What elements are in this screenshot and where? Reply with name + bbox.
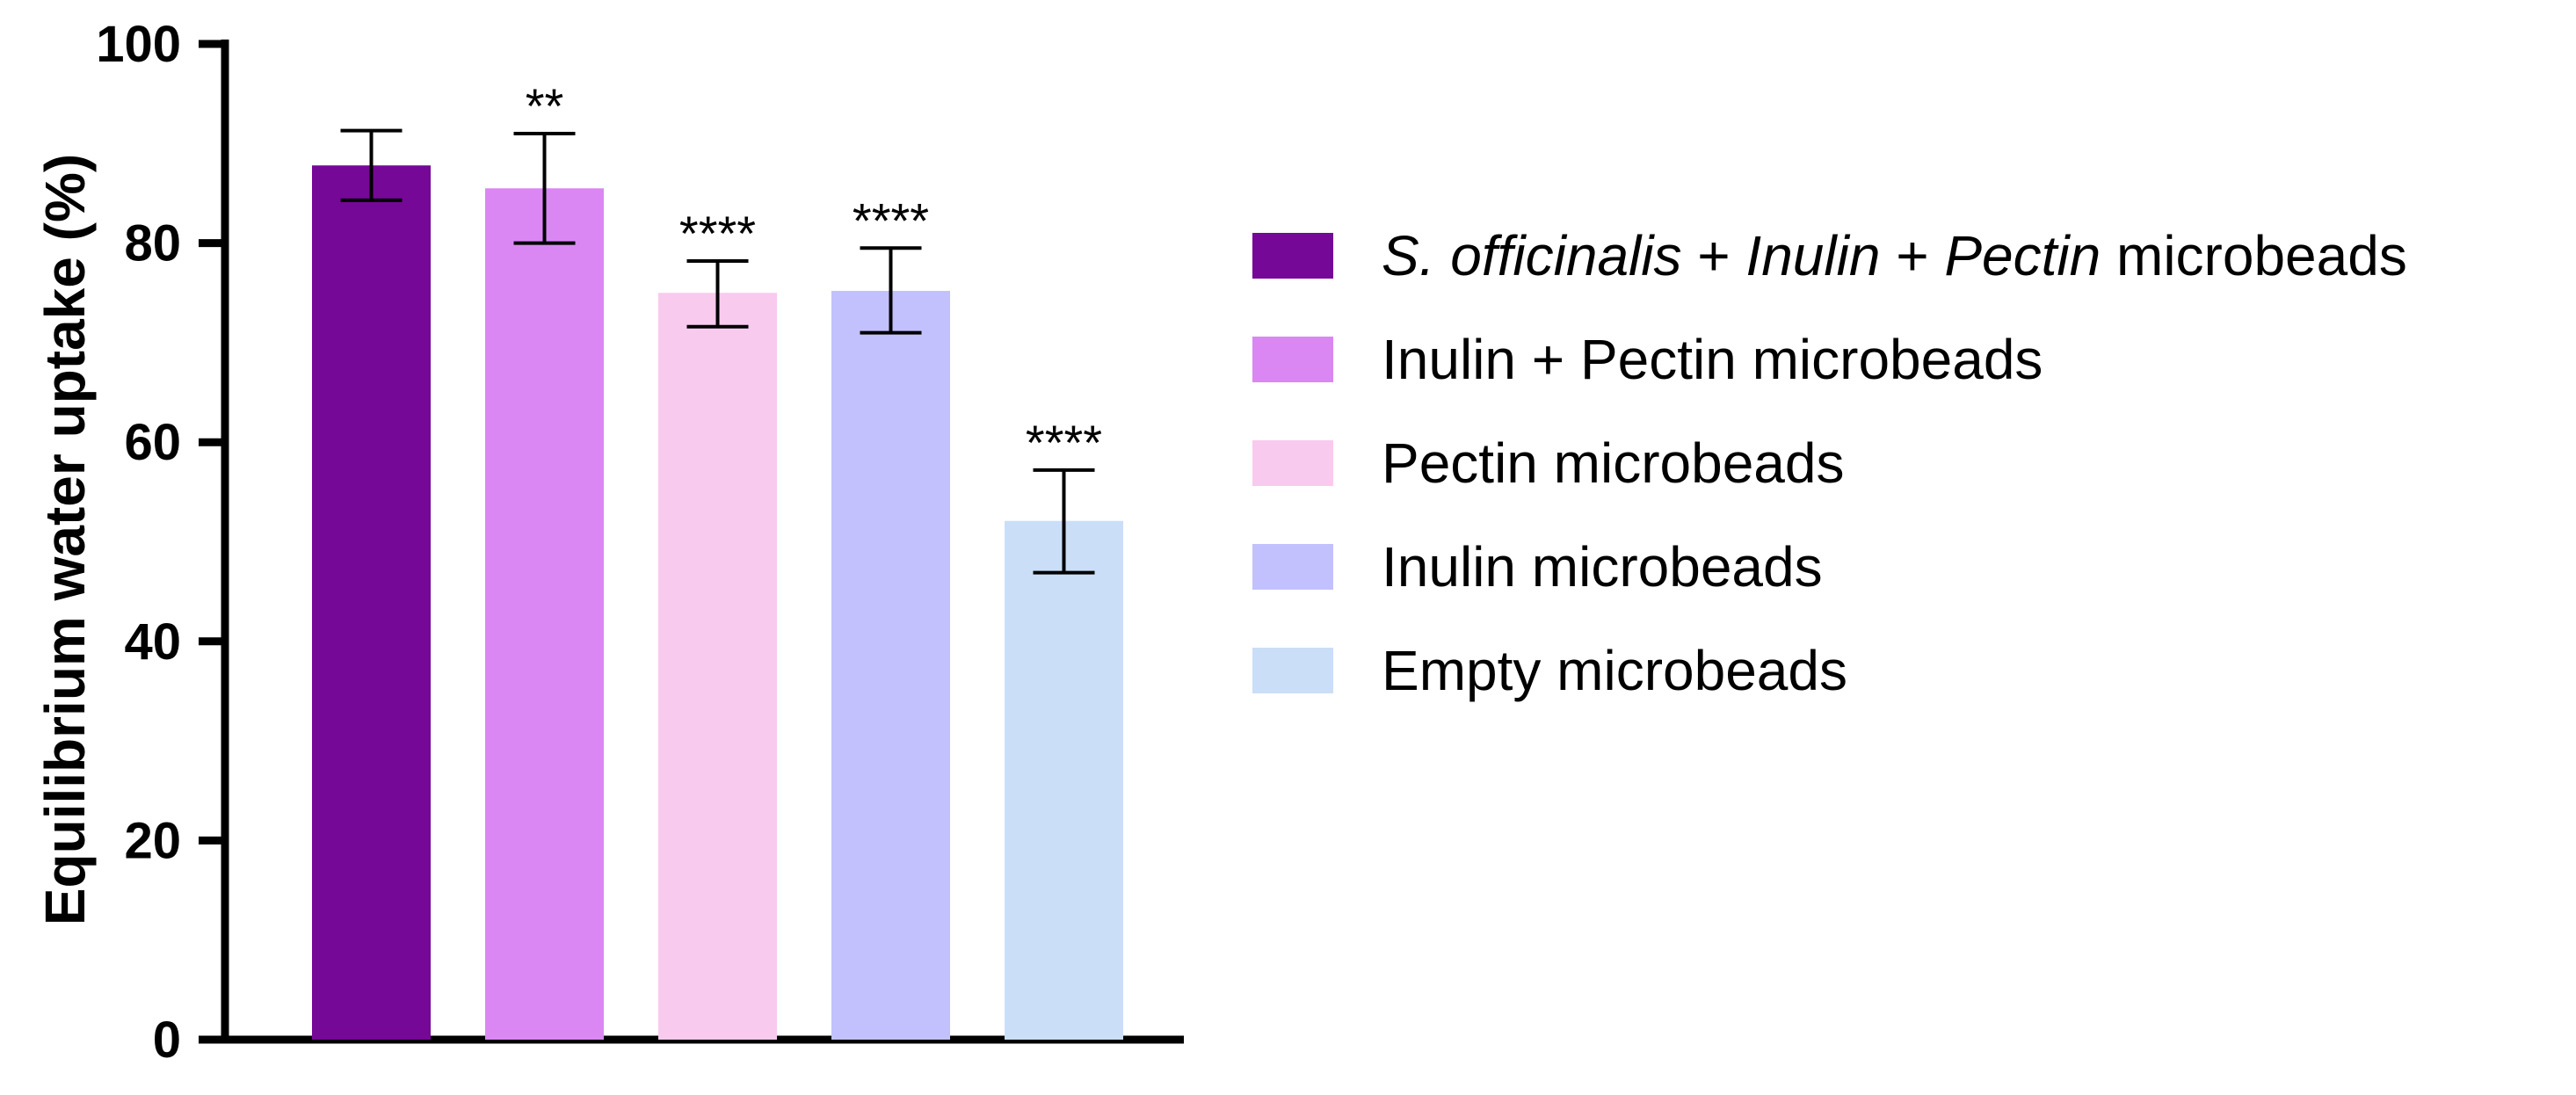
legend-label-part: Inulin microbeads [1382, 535, 1823, 598]
legend-label-part: + [1681, 224, 1745, 287]
y-tick-label: 40 [124, 613, 181, 671]
error-bars [340, 128, 1095, 575]
y-ticks: 0 20 40 60 80 100 [96, 16, 225, 1069]
y-tick-label: 20 [124, 812, 181, 869]
legend-label: S. officinalis + Inulin + Pectin microbe… [1382, 224, 2407, 287]
y-tick-label: 100 [96, 16, 181, 73]
significance-label: **** [853, 192, 929, 248]
error-bar [686, 258, 749, 329]
bar [658, 293, 777, 1040]
bar [312, 165, 431, 1040]
legend-label: Inulin microbeads [1382, 535, 1823, 598]
error-bar [1033, 468, 1095, 575]
bar [485, 188, 604, 1040]
bar [1005, 520, 1123, 1040]
legend-label: Pectin microbeads [1382, 431, 1844, 495]
legend-label-part: Inulin + Pectin microbeads [1382, 328, 2043, 391]
legend-label: Empty microbeads [1382, 639, 1847, 702]
legend-label-part: + [1880, 224, 1944, 287]
significance-label: **** [1026, 415, 1102, 470]
legend-label-part: S. officinalis [1382, 224, 1681, 287]
legend-label: Inulin + Pectin microbeads [1382, 328, 2043, 391]
legend-label-part: Pectin microbeads [1382, 431, 1844, 495]
error-bar [513, 131, 576, 245]
legend-label-part: Pectin [1944, 224, 2101, 287]
legend-item: Empty microbeads [1252, 639, 1847, 702]
legend-swatch [1252, 440, 1333, 486]
legend-swatch [1252, 337, 1333, 382]
error-bar [340, 128, 403, 202]
legend-label-part: microbeads [2101, 224, 2407, 287]
y-tick-label: 80 [124, 215, 181, 272]
legend-label-part: Inulin [1745, 224, 1880, 287]
legend-label-part: Empty microbeads [1382, 639, 1847, 702]
legend-swatch [1252, 544, 1333, 590]
legend: S. officinalis + Inulin + Pectin microbe… [1252, 224, 2407, 702]
significance-labels: ****** ******** [526, 78, 1102, 470]
legend-swatch [1252, 233, 1333, 279]
legend-item: Inulin microbeads [1252, 535, 1823, 598]
legend-swatch [1252, 648, 1333, 693]
y-tick-label: 60 [124, 414, 181, 471]
legend-item: Inulin + Pectin microbeads [1252, 328, 2043, 391]
legend-item: Pectin microbeads [1252, 431, 1844, 495]
error-bar [860, 246, 922, 335]
significance-label: ** [526, 78, 564, 134]
significance-label: **** [679, 206, 756, 261]
bars [312, 165, 1123, 1040]
y-axis-title: Equilibrium water uptake (%) [33, 154, 97, 925]
y-tick-label: 0 [153, 1012, 181, 1069]
legend-item: S. officinalis + Inulin + Pectin microbe… [1252, 224, 2407, 287]
bar [831, 290, 950, 1040]
